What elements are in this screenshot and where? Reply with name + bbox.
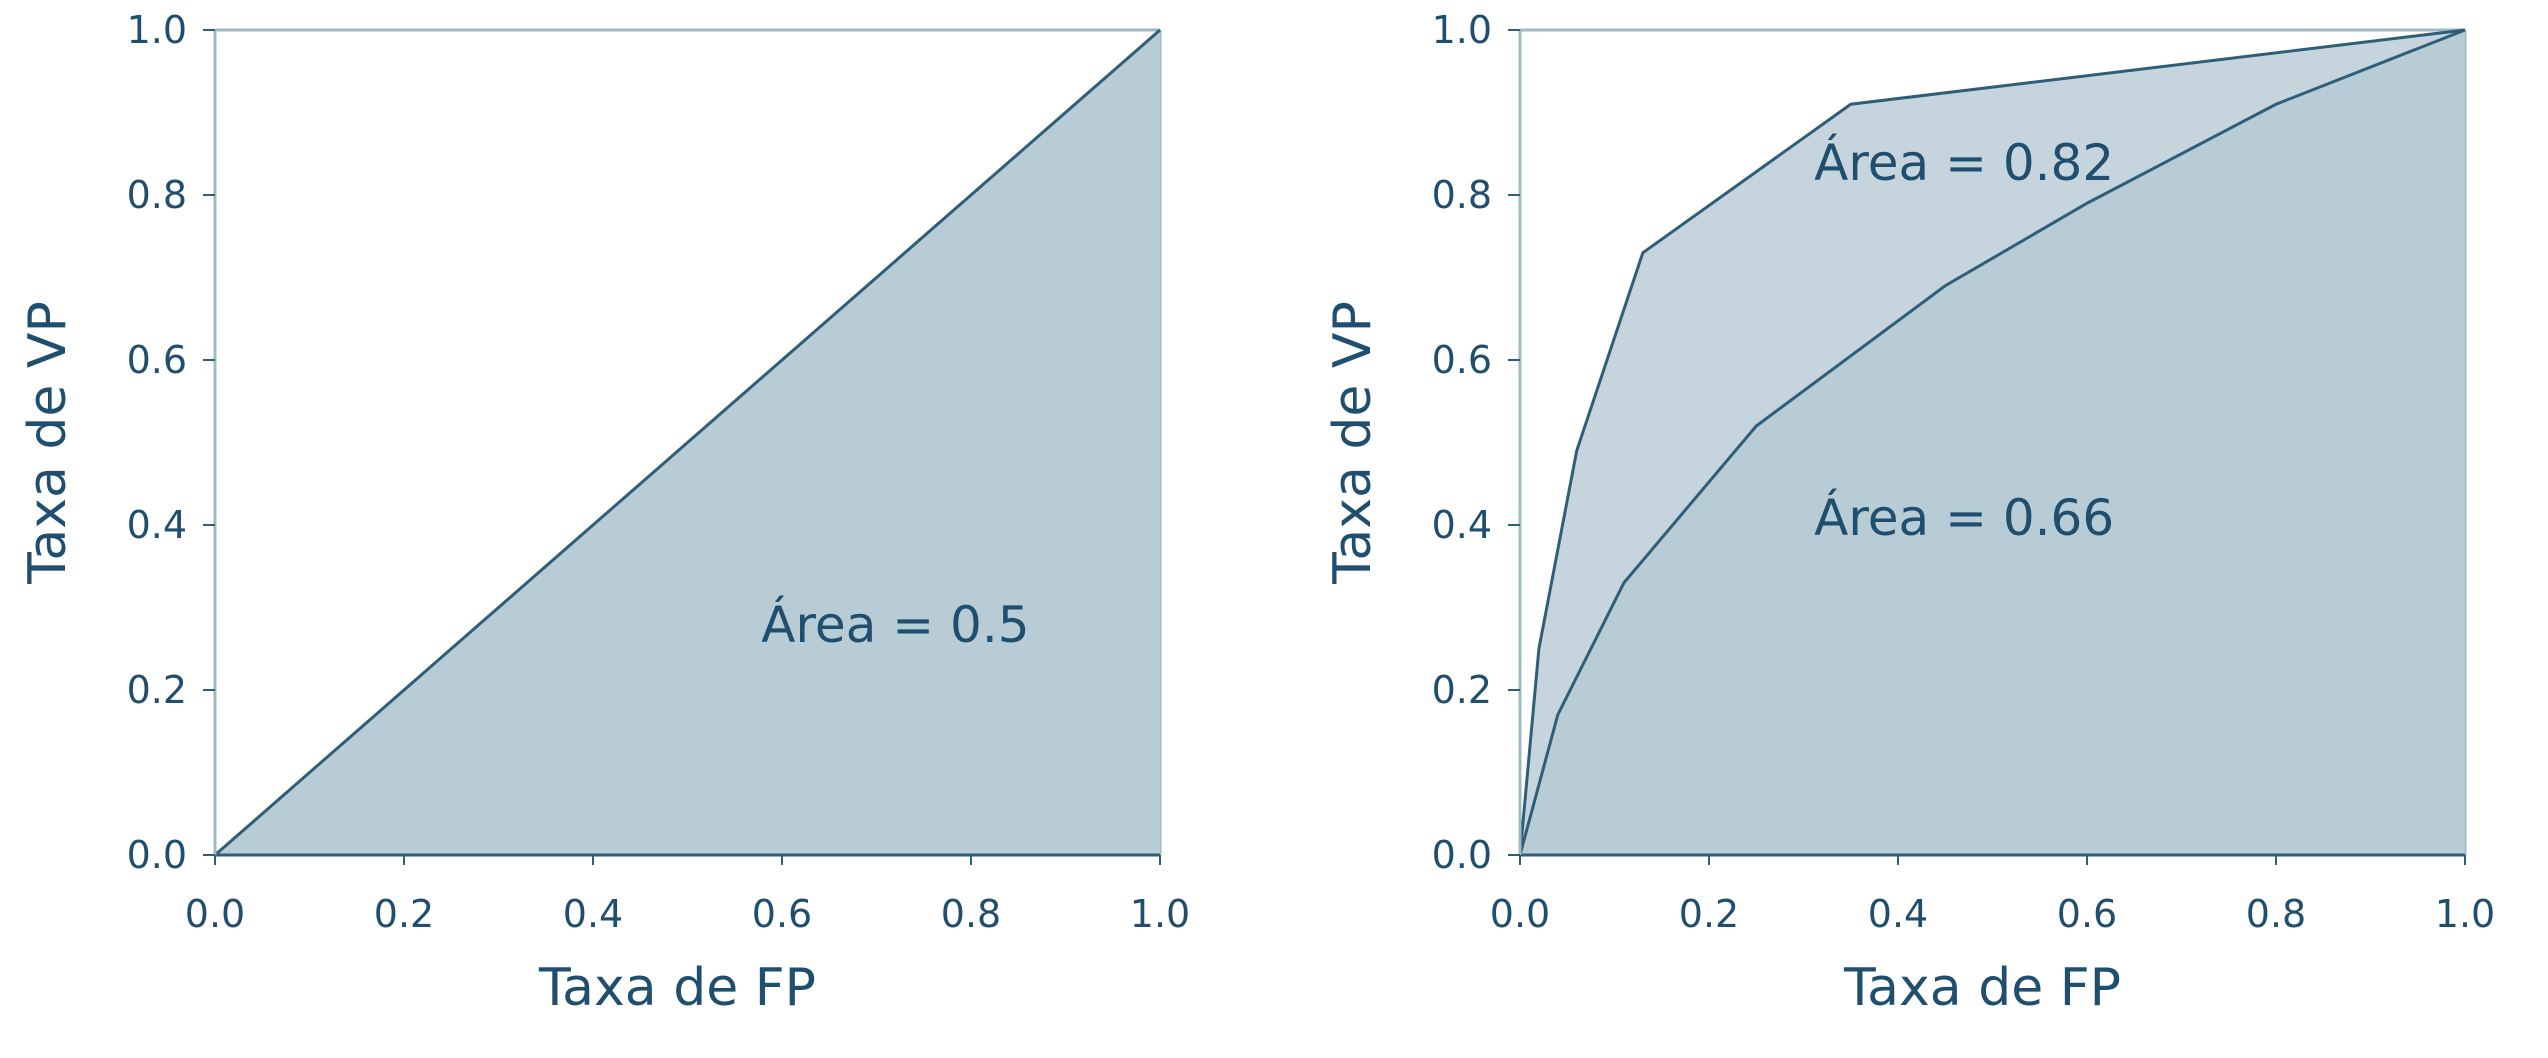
y-tick-label: 0.0 (1432, 833, 1492, 877)
x-tick-label: 0.0 (1490, 892, 1550, 936)
roc-chart-left: 0.0 0.2 0.4 0.6 0.8 1.0 0.0 0.2 0.4 0.6 0.8 1.0 Taxa… (18, 8, 1190, 1018)
y-tick-label: 0.6 (1432, 338, 1492, 382)
area-annotation: Área = 0.66 (1814, 488, 2114, 547)
y-tick-label: 0.0 (127, 833, 187, 877)
x-tick-label: 0.6 (752, 892, 812, 936)
roc-area-fill-1 (1520, 30, 2465, 855)
x-tick-label: 0.0 (185, 892, 245, 936)
y-tick-label: 0.2 (127, 668, 187, 712)
x-tick-label: 0.2 (1679, 892, 1739, 936)
y-tick-label: 0.6 (127, 338, 187, 382)
x-tick-label: 0.4 (1868, 892, 1928, 936)
roc-curve-1 (1518, 28, 2466, 856)
roc-curve-0 (214, 28, 1161, 857)
area-annotation: Área = 0.5 (761, 595, 1029, 654)
y-tick-label: 0.2 (1432, 668, 1492, 712)
x-tick-label: 0.6 (2057, 892, 2117, 936)
area-annotation: Área = 0.82 (1814, 133, 2114, 192)
y-axis-title: Taxa de VP (1323, 301, 1383, 585)
y-tick-label: 0.4 (1432, 503, 1492, 547)
roc-curve-0 (1518, 28, 2466, 856)
x-tick-label: 0.2 (374, 892, 434, 936)
y-tick-label: 1.0 (127, 8, 187, 52)
x-tick-label: 1.0 (1130, 892, 1190, 936)
x-tick-label: 1.0 (2435, 892, 2495, 936)
x-axis-title: Taxa de FP (1843, 958, 2121, 1018)
y-tick-label: 0.4 (127, 503, 187, 547)
x-tick-label: 0.4 (563, 892, 623, 936)
y-axis-title: Taxa de VP (18, 301, 78, 585)
x-axis-title: Taxa de FP (538, 958, 816, 1018)
x-tick-label: 0.8 (2246, 892, 2306, 936)
y-tick-label: 1.0 (1432, 8, 1492, 52)
y-tick-label: 0.8 (1432, 173, 1492, 217)
y-tick-label: 0.8 (127, 173, 187, 217)
x-tick-label: 0.8 (941, 892, 1001, 936)
roc-chart-right: 0.0 0.2 0.4 0.6 0.8 1.0 0.0 0.2 0.4 0.6 0.8 1.0 Taxa… (1323, 8, 2495, 1018)
